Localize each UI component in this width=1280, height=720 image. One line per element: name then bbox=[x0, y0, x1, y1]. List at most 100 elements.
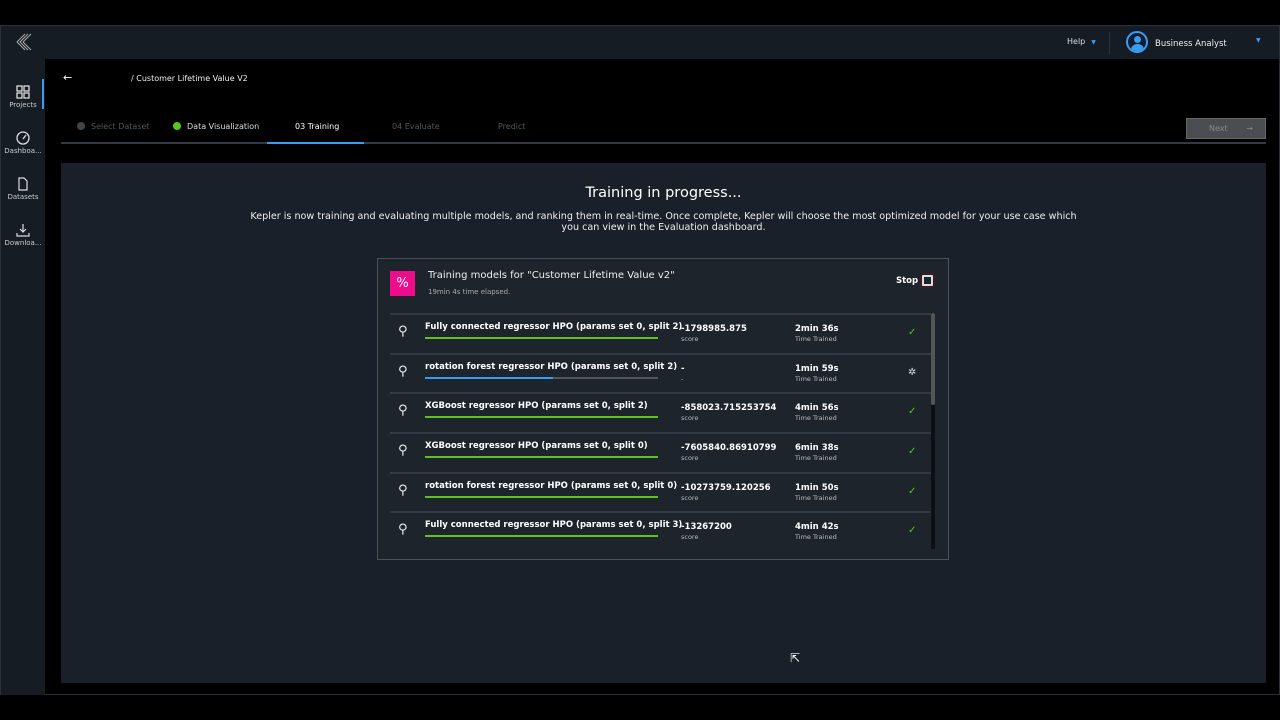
active-step-indicator bbox=[267, 142, 364, 144]
progress-fill bbox=[425, 495, 658, 498]
check-icon: ✓ bbox=[908, 406, 917, 418]
branch-icon: ⚲ bbox=[398, 363, 408, 379]
time-label: Time Trained bbox=[795, 493, 837, 502]
file-icon bbox=[18, 177, 28, 191]
branch-icon: ⚲ bbox=[398, 443, 408, 459]
time-label: Time Trained bbox=[795, 454, 837, 463]
model-name: rotation forest regressor HPO (params se… bbox=[425, 480, 678, 491]
avatar[interactable] bbox=[1126, 31, 1148, 53]
stepper: Select Dataset Data Visualization 03 Tra… bbox=[61, 116, 1266, 144]
app-window: Help ▼ Business Analyst ▼ Projects Dashbo… bbox=[0, 25, 1280, 695]
elapsed-time: 19min 4s time elapsed. bbox=[428, 288, 511, 296]
score-label: score bbox=[681, 414, 699, 423]
score-label: score bbox=[681, 335, 699, 343]
time-label: Time Trained bbox=[795, 335, 837, 343]
step-select-dataset[interactable]: Select Dataset bbox=[77, 122, 150, 131]
next-button[interactable]: Next → bbox=[1186, 118, 1266, 139]
card-title: Training models for "Customer Lifetime V… bbox=[428, 270, 675, 281]
step-evaluate[interactable]: 04 Evaluate bbox=[392, 122, 440, 131]
progress-fill bbox=[425, 456, 658, 459]
branch-icon: ⚲ bbox=[398, 403, 408, 419]
model-name: XGBoost regressor HPO (params set 0, spl… bbox=[425, 441, 648, 452]
model-row[interactable]: ⚲ XGBoost regressor HPO (params set 0, s… bbox=[390, 392, 932, 432]
percent-icon: % bbox=[390, 271, 415, 296]
progress-fill bbox=[425, 416, 658, 419]
training-card: % Training models for "Customer Lifetime… bbox=[377, 258, 949, 560]
score-label: score bbox=[681, 533, 699, 542]
step-status-icon bbox=[77, 122, 85, 130]
kepler-logo[interactable] bbox=[13, 32, 33, 52]
progress-bar bbox=[425, 416, 658, 419]
score-value: -7605840.86910799 bbox=[681, 443, 777, 454]
model-name: rotation forest regressor HPO (params se… bbox=[425, 361, 678, 372]
score-label: score bbox=[681, 454, 699, 463]
progress-bar bbox=[425, 376, 658, 379]
time-value: 1min 50s bbox=[795, 482, 839, 493]
score-value: -1798985.875 bbox=[681, 324, 747, 334]
scrollbar[interactable] bbox=[931, 313, 935, 549]
time-value: 4min 56s bbox=[795, 403, 839, 414]
check-icon: ✓ bbox=[908, 446, 917, 458]
progress-fill bbox=[425, 376, 554, 379]
model-name: XGBoost regressor HPO (params set 0, spl… bbox=[425, 401, 648, 412]
score-label: - bbox=[681, 374, 684, 383]
download-icon bbox=[16, 224, 30, 237]
spinner-icon: ✲ bbox=[908, 366, 917, 378]
check-icon: ✓ bbox=[908, 525, 917, 537]
time-value: 1min 59s bbox=[795, 363, 839, 374]
step-data-visualization[interactable]: Data Visualization bbox=[173, 122, 259, 131]
page-description: Kepler is now training and evaluating mu… bbox=[250, 211, 1077, 233]
stop-icon[interactable] bbox=[922, 275, 933, 286]
page-title: Training in progress... bbox=[585, 185, 742, 201]
model-row[interactable]: ⚲ XGBoost regressor HPO (params set 0, s… bbox=[390, 432, 932, 472]
arrow-right-icon: → bbox=[1246, 124, 1253, 133]
progress-bar bbox=[425, 535, 658, 538]
time-value: 4min 42s bbox=[795, 522, 839, 533]
branch-icon: ⚲ bbox=[398, 324, 408, 339]
score-value: - bbox=[681, 363, 685, 374]
gauge-icon bbox=[16, 131, 30, 145]
stop-label[interactable]: Stop bbox=[896, 276, 919, 286]
scrollbar-thumb[interactable] bbox=[931, 313, 935, 405]
progress-bar bbox=[425, 495, 658, 498]
sidebar: Projects Dashboa... Datasets Downloa... bbox=[1, 59, 45, 695]
score-label: score bbox=[681, 493, 699, 502]
score-value: -13267200 bbox=[681, 522, 732, 533]
branch-icon: ⚲ bbox=[398, 522, 408, 538]
time-label: Time Trained bbox=[795, 533, 837, 542]
model-list: ⚲ Fully connected regressor HPO (params … bbox=[390, 313, 932, 549]
model-row[interactable]: ⚲ Fully connected regressor HPO (params … bbox=[390, 511, 932, 549]
breadcrumb: / Customer Lifetime Value V2 bbox=[131, 74, 248, 83]
step-predict[interactable]: Predict bbox=[498, 122, 526, 131]
model-row[interactable]: ⚲ rotation forest regressor HPO (params … bbox=[390, 352, 932, 393]
sidebar-item-downloads[interactable]: Downloa... bbox=[1, 223, 45, 247]
help-menu[interactable]: Help ▼ bbox=[1067, 37, 1096, 46]
time-label: Time Trained bbox=[795, 414, 837, 423]
grid-icon bbox=[16, 85, 30, 99]
progress-bar bbox=[425, 456, 658, 459]
progress-bar bbox=[425, 337, 658, 339]
time-value: 2min 36s bbox=[795, 324, 839, 334]
model-row[interactable]: ⚲ Fully connected regressor HPO (params … bbox=[390, 313, 932, 353]
branch-icon: ⚲ bbox=[398, 482, 408, 498]
check-icon: ✓ bbox=[908, 485, 917, 497]
mouse-cursor: ⇱ bbox=[790, 651, 801, 665]
step-training[interactable]: 03 Training bbox=[295, 122, 340, 131]
back-arrow-icon[interactable]: ← bbox=[63, 71, 73, 84]
sidebar-item-projects[interactable]: Projects bbox=[1, 79, 45, 109]
check-icon: ✓ bbox=[908, 327, 917, 338]
score-value: -858023.715253754 bbox=[681, 403, 777, 414]
caret-down-icon: ▼ bbox=[1091, 39, 1096, 46]
time-value: 6min 38s bbox=[795, 443, 839, 454]
score-value: -10273759.120256 bbox=[681, 482, 771, 493]
model-row[interactable]: ⚲ rotation forest regressor HPO (params … bbox=[390, 471, 932, 512]
caret-down-icon[interactable]: ▼ bbox=[1256, 37, 1261, 44]
user-name[interactable]: Business Analyst bbox=[1155, 39, 1227, 49]
model-name: Fully connected regressor HPO (params se… bbox=[425, 520, 683, 531]
check-circle-icon bbox=[173, 122, 181, 130]
sidebar-item-dashboards[interactable]: Dashboa... bbox=[1, 131, 45, 155]
sidebar-item-datasets[interactable]: Datasets bbox=[1, 177, 45, 201]
model-name: Fully connected regressor HPO (params se… bbox=[425, 322, 683, 332]
progress-fill bbox=[425, 337, 658, 339]
divider bbox=[1109, 32, 1110, 54]
